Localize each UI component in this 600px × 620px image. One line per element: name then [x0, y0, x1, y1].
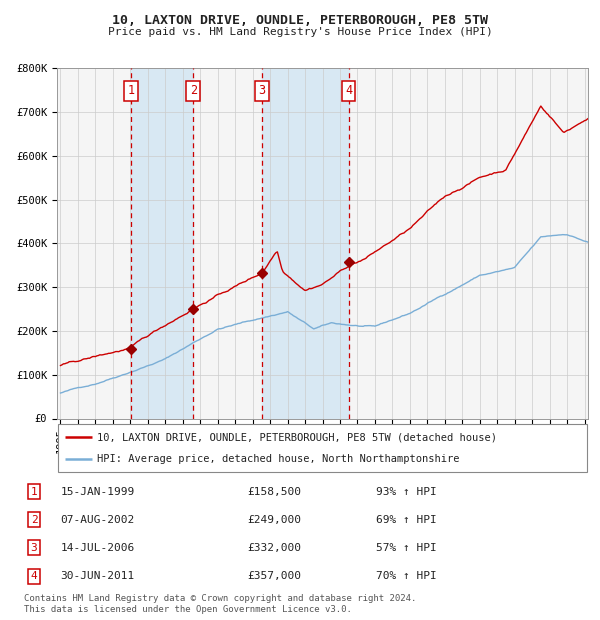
Text: 4: 4 [31, 571, 37, 581]
Text: 3: 3 [31, 543, 37, 553]
Text: 1: 1 [31, 487, 37, 497]
Text: £332,000: £332,000 [247, 543, 301, 553]
Text: 30-JUN-2011: 30-JUN-2011 [60, 571, 134, 581]
Text: 70% ↑ HPI: 70% ↑ HPI [376, 571, 436, 581]
Text: £249,000: £249,000 [247, 515, 301, 525]
Text: 07-AUG-2002: 07-AUG-2002 [60, 515, 134, 525]
FancyBboxPatch shape [58, 425, 587, 472]
Text: £158,500: £158,500 [247, 487, 301, 497]
Bar [262, 68, 349, 418]
Text: 3: 3 [259, 84, 266, 97]
Text: 14-JUL-2006: 14-JUL-2006 [60, 543, 134, 553]
Text: Price paid vs. HM Land Registry's House Price Index (HPI): Price paid vs. HM Land Registry's House … [107, 27, 493, 37]
Bar [131, 68, 193, 418]
Text: Contains HM Land Registry data © Crown copyright and database right 2024.: Contains HM Land Registry data © Crown c… [24, 594, 416, 603]
Text: This data is licensed under the Open Government Licence v3.0.: This data is licensed under the Open Gov… [24, 604, 352, 614]
Text: 1: 1 [127, 84, 134, 97]
Text: HPI: Average price, detached house, North Northamptonshire: HPI: Average price, detached house, Nort… [97, 454, 460, 464]
Text: 15-JAN-1999: 15-JAN-1999 [60, 487, 134, 497]
Text: 4: 4 [345, 84, 352, 97]
Text: 10, LAXTON DRIVE, OUNDLE, PETERBOROUGH, PE8 5TW (detached house): 10, LAXTON DRIVE, OUNDLE, PETERBOROUGH, … [97, 432, 497, 442]
Text: 2: 2 [31, 515, 37, 525]
Text: 57% ↑ HPI: 57% ↑ HPI [376, 543, 436, 553]
Text: 10, LAXTON DRIVE, OUNDLE, PETERBOROUGH, PE8 5TW: 10, LAXTON DRIVE, OUNDLE, PETERBOROUGH, … [112, 14, 488, 27]
Text: 2: 2 [190, 84, 197, 97]
Text: £357,000: £357,000 [247, 571, 301, 581]
Text: 69% ↑ HPI: 69% ↑ HPI [376, 515, 436, 525]
Text: 93% ↑ HPI: 93% ↑ HPI [376, 487, 436, 497]
